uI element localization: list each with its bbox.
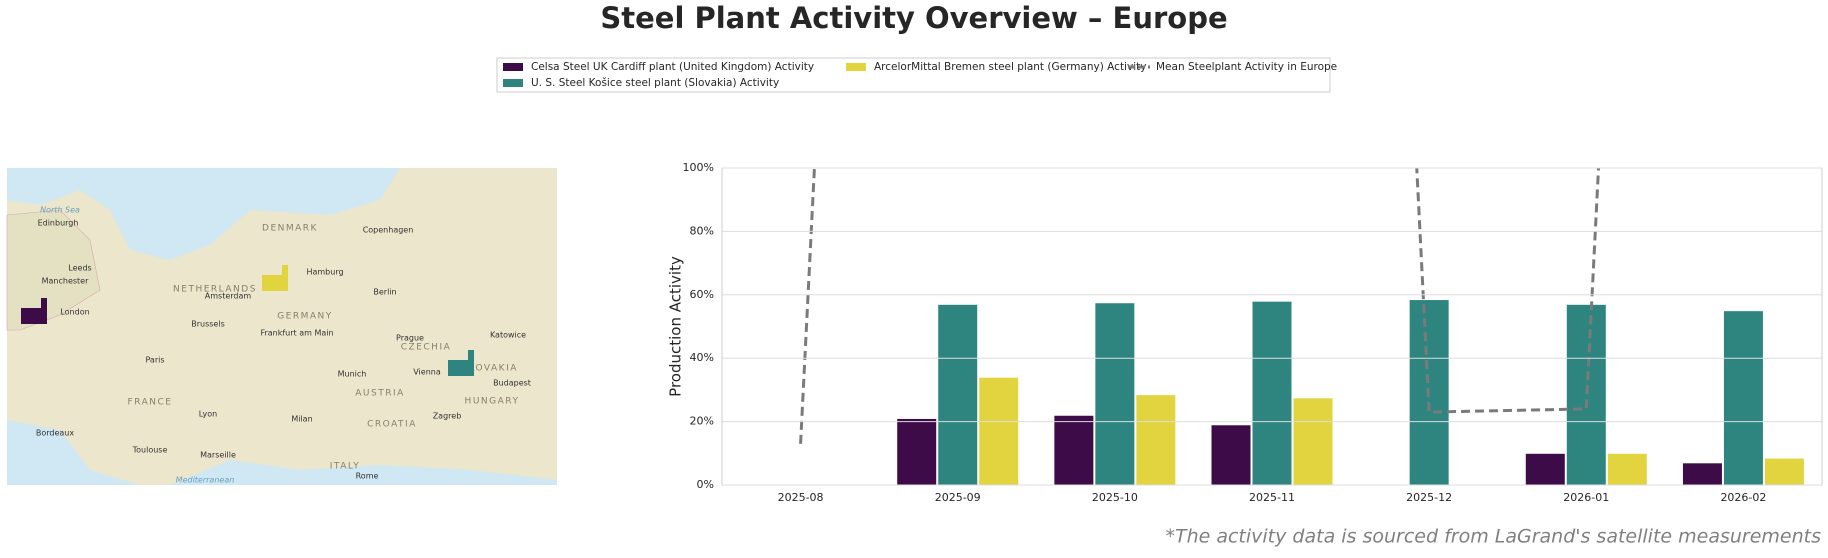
map-label: Manchester [42,277,89,286]
legend-label: Celsa Steel UK Cardiff plant (United Kin… [531,61,814,73]
y-tick-label: 60% [690,288,714,301]
map-label: HUNGARY [465,397,520,407]
map-sea [7,168,400,260]
bar [1251,300,1293,485]
bar [1722,310,1764,485]
map-label: Zagreb [433,412,462,421]
map-label: Prague [396,334,424,343]
map-label: NETHERLANDS [173,285,257,295]
map-label: Berlin [373,288,396,297]
x-tick-label: 2026-01 [1563,491,1609,504]
x-tick-label: 2025-11 [1249,491,1295,504]
legend-label: Mean Steelplant Activity in Europe [1156,61,1337,73]
x-tick-label: 2025-10 [1092,491,1138,504]
plant-icon [41,298,47,324]
map [6,168,557,485]
map-label: London [60,308,89,317]
bar [1763,457,1805,485]
x-tick-label: 2026-02 [1720,491,1766,504]
map-sea [7,420,140,485]
bar [896,417,938,485]
map-label: ITALY [330,462,360,472]
map-uk [6,209,101,331]
plant-icon [282,265,288,291]
title: Steel Plant Activity Overview – Europe [600,1,1227,35]
x-tick-label: 2025-12 [1406,491,1452,504]
legend-label: U. S. Steel Košice steel plant (Slovakia… [531,77,779,89]
legend-swatch [503,63,523,71]
bar [1053,414,1095,485]
map-label: CZECHIA [401,343,452,353]
bar [1606,452,1648,485]
legend [496,57,1331,93]
bar [1094,302,1136,485]
map-label: Rome [356,472,379,481]
map-label: Edinburgh [38,219,79,228]
bar [1135,394,1177,485]
y-tick-label: 40% [690,351,714,364]
bar [978,376,1020,485]
map-sea [170,460,557,485]
x-tick-label: 2025-08 [778,491,824,504]
map-label: Brussels [191,320,225,329]
map-label: Paris [145,356,164,365]
bar [1210,424,1252,485]
map-label: Toulouse [132,446,168,455]
plant-icon [448,360,470,376]
bar [1565,303,1607,485]
map-label: SLOVAKIA [462,364,518,374]
map-label: Vienna [413,368,441,377]
bar [1524,452,1566,485]
footnote: *The activity data is sourced from LaGra… [1165,526,1821,548]
x-tick-label: 2025-09 [935,491,981,504]
map-label: CROATIA [367,420,417,430]
legend-swatch [503,79,523,87]
plant-icon [21,308,43,324]
plant-icon [468,350,474,376]
map-label: Milan [291,415,312,424]
y-tick-label: 0% [697,478,714,491]
map-label: GERMANY [277,312,333,322]
map-label: Amsterdam [205,292,252,301]
legend-label: ArcelorMittal Bremen steel plant (German… [874,61,1146,73]
map-label: Hamburg [306,268,343,277]
map-label: Budapest [493,379,531,388]
map-land [7,168,557,485]
map-label: North Sea [40,206,80,215]
map-label: AUSTRIA [355,389,405,399]
map-label: Marseille [200,451,236,460]
bar [1292,397,1334,485]
map-label: Munich [338,370,367,379]
map-label: Mediterranean [176,476,235,485]
legend-swatch [846,63,866,71]
map-label: DENMARK [262,224,318,234]
y-axis-label: Production Activity [667,256,685,397]
map-label: FRANCE [128,398,173,408]
y-tick-label: 20% [690,415,714,428]
map-label: Katowice [490,331,526,340]
bar [937,303,979,485]
map-label: Lyon [199,410,217,419]
map-label: Leeds [68,264,91,273]
map-label: Bordeaux [36,429,75,438]
map-label: Frankfurt am Main [260,329,333,338]
map-label: Copenhagen [363,226,414,235]
bar [1681,462,1723,485]
plant-icon [262,275,284,291]
y-tick-label: 80% [690,224,714,237]
y-tick-label: 100% [683,161,714,174]
